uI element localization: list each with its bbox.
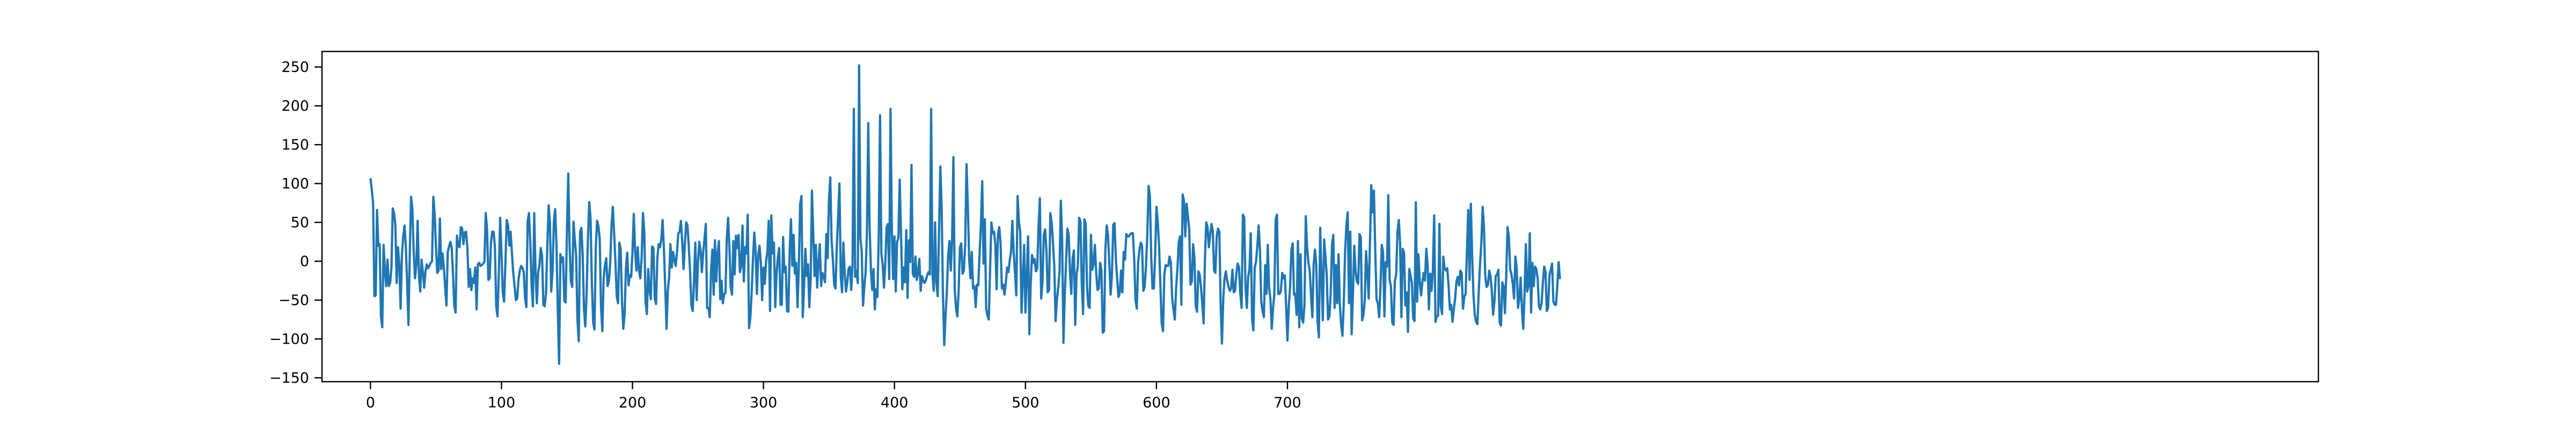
x-tick-label: 700: [1274, 395, 1301, 411]
x-tick-label: 400: [881, 395, 909, 411]
axes-frame: [321, 50, 2319, 383]
x-tick-label: 300: [750, 395, 778, 411]
y-tick-label: −100: [269, 331, 309, 347]
y-tick-label: −50: [279, 292, 309, 309]
x-tick-label: 100: [488, 395, 516, 411]
x-tick-label: 200: [619, 395, 647, 411]
y-tick-label: 100: [281, 175, 309, 192]
x-axis: 0 100 200 300 400 500 600 700: [366, 382, 1301, 411]
x-tick-label: 0: [366, 395, 375, 411]
y-tick-label: 250: [281, 59, 309, 76]
y-tick-label: 200: [281, 98, 309, 114]
y-tick-label: 150: [281, 137, 309, 153]
x-tick-label: 600: [1143, 395, 1170, 411]
plot-frame: [321, 50, 2319, 383]
y-tick-label: 0: [300, 253, 309, 270]
plot-background: [322, 51, 2318, 382]
series-line-0: [369, 64, 1561, 365]
y-axis: −150 −100 −50 0 50 100 150 200 250: [269, 59, 322, 387]
y-tick-label: −150: [269, 370, 309, 387]
plot-area: [322, 51, 2318, 382]
series-layer: [369, 64, 1561, 365]
y-tick-label: 50: [291, 214, 309, 231]
x-tick-label: 500: [1012, 395, 1040, 411]
